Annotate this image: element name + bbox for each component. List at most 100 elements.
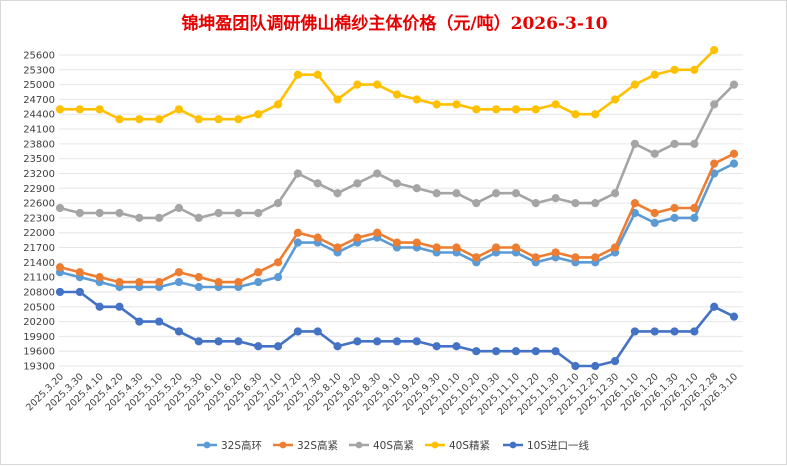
data-point [55, 287, 65, 297]
data-point [234, 208, 243, 218]
data-point [333, 342, 342, 351]
data-point [95, 273, 104, 282]
data-point [392, 337, 402, 346]
y-tick-label: 25600 [23, 51, 55, 62]
data-point [531, 105, 540, 114]
y-tick-label: 23200 [23, 169, 55, 180]
data-point [194, 337, 203, 346]
data-point [729, 312, 739, 321]
series-line [60, 49, 716, 121]
data-point [571, 361, 580, 371]
legend-item: 10S进口一线 [503, 439, 590, 452]
data-point [729, 149, 739, 158]
data-point [333, 189, 342, 198]
legend-item: 32S高紧 [273, 439, 338, 452]
data-point [353, 80, 362, 89]
y-tick-label: 23800 [23, 139, 55, 150]
data-point [531, 198, 540, 208]
data-point [690, 327, 699, 336]
data-point [293, 228, 302, 237]
data-point [194, 273, 203, 282]
data-point [95, 105, 104, 114]
data-point [591, 361, 600, 371]
data-point [155, 115, 164, 124]
y-tick-label: 23500 [23, 154, 55, 165]
data-point [511, 347, 521, 356]
y-tick-label: 22600 [23, 199, 55, 210]
legend-item: 40S高紧 [349, 439, 414, 452]
data-point [95, 208, 104, 218]
data-point [670, 213, 679, 223]
data-point [392, 238, 402, 247]
series-2 [55, 80, 739, 223]
data-point [174, 105, 184, 114]
series-layer [55, 45, 739, 371]
data-point [135, 317, 144, 326]
data-point [650, 70, 659, 79]
data-point [710, 302, 719, 311]
legend-marker [509, 441, 517, 449]
data-point [392, 179, 402, 188]
legend-label: 32S高环 [221, 439, 262, 452]
data-point [313, 233, 322, 242]
data-point [650, 327, 659, 336]
y-tick-label: 19900 [23, 332, 55, 343]
data-point [690, 203, 699, 213]
data-point [214, 277, 223, 287]
data-point [135, 277, 144, 287]
data-point [95, 302, 104, 311]
data-point [55, 105, 65, 114]
data-point [214, 115, 223, 124]
data-point [174, 268, 184, 277]
data-point [75, 208, 84, 218]
data-point [234, 337, 243, 346]
data-point [75, 268, 84, 277]
data-point [690, 139, 699, 148]
data-point [194, 282, 203, 292]
data-point [353, 233, 362, 242]
data-point [531, 253, 540, 262]
data-point [531, 347, 540, 356]
data-point [452, 100, 461, 109]
data-point [155, 317, 164, 326]
data-point [412, 238, 421, 247]
y-tick-label: 22300 [23, 213, 55, 224]
data-point [591, 253, 600, 262]
data-point [432, 243, 441, 252]
data-point [492, 105, 501, 114]
data-point [511, 105, 521, 114]
data-point [273, 273, 283, 282]
data-point [650, 208, 659, 218]
legend-item: 40S精紧 [425, 439, 490, 452]
data-point [670, 203, 679, 213]
data-point [432, 189, 441, 198]
data-point [630, 139, 639, 148]
data-point [551, 194, 560, 203]
data-point [135, 115, 144, 124]
data-point [392, 90, 402, 99]
data-point [293, 169, 302, 178]
data-point [115, 115, 124, 124]
y-tick-label: 19300 [23, 362, 55, 373]
data-point [630, 327, 639, 336]
data-point [492, 243, 501, 252]
data-point [710, 100, 719, 109]
legend-marker [431, 441, 439, 449]
data-point [155, 277, 164, 287]
y-tick-label: 21400 [23, 258, 55, 269]
data-point [174, 277, 184, 287]
data-point [472, 253, 481, 262]
data-point [75, 287, 84, 297]
data-point [254, 277, 263, 287]
data-point [273, 100, 283, 109]
data-point [313, 327, 322, 336]
legend-marker [279, 441, 287, 449]
data-point [254, 342, 263, 351]
data-point [254, 268, 263, 277]
data-point [234, 277, 243, 287]
data-point [670, 327, 679, 336]
data-point [174, 327, 184, 336]
y-tick-label: 24700 [23, 95, 55, 106]
data-point [194, 115, 203, 124]
